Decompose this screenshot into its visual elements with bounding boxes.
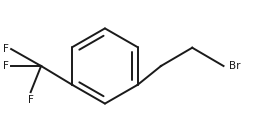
Text: F: F bbox=[3, 61, 9, 71]
Text: F: F bbox=[3, 44, 9, 54]
Text: F: F bbox=[28, 95, 34, 105]
Text: Br: Br bbox=[229, 61, 240, 71]
